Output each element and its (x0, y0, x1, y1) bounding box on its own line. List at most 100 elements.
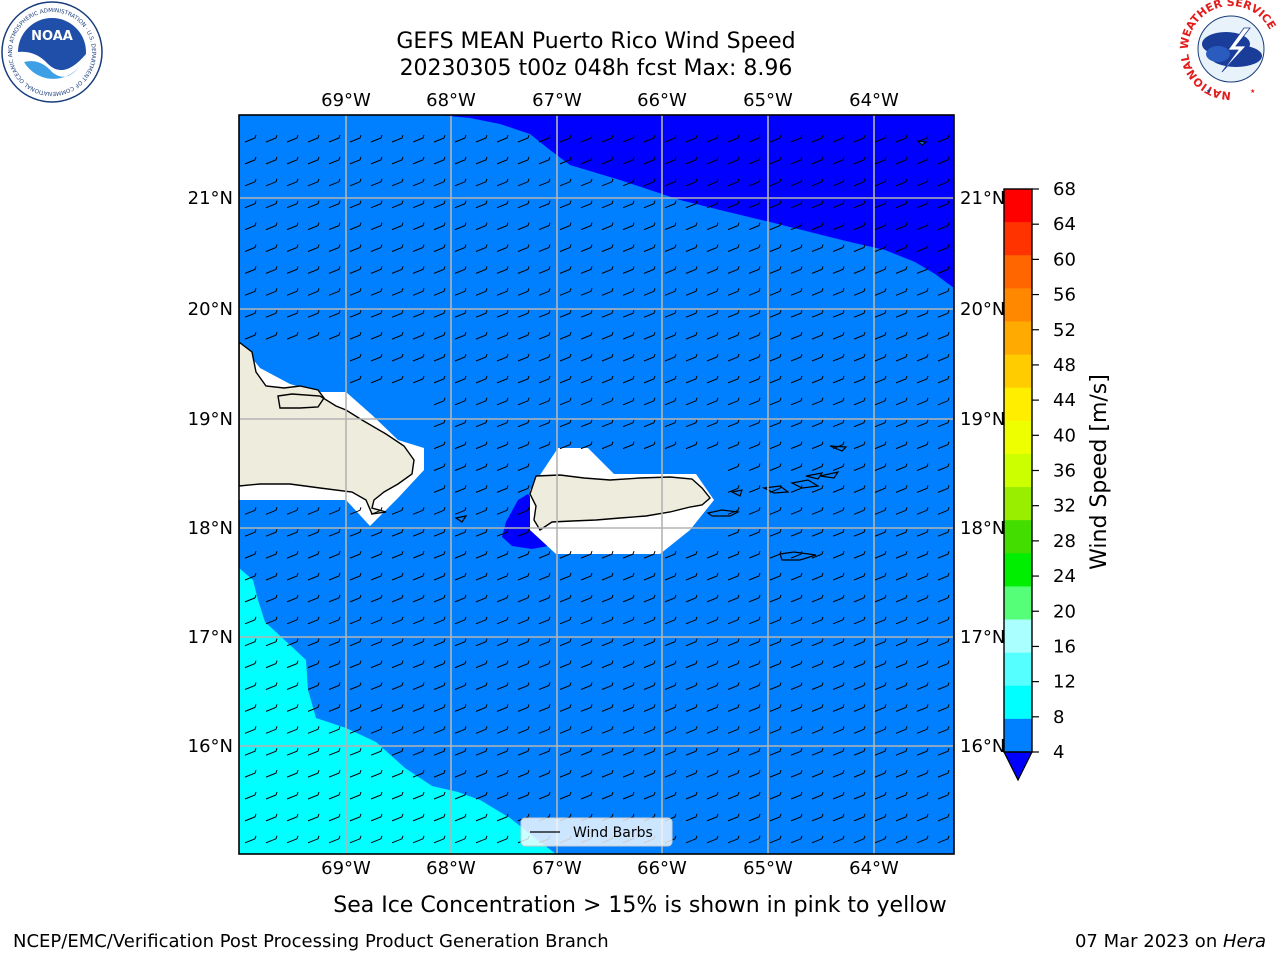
wind-barb (559, 572, 572, 581)
wind-barb (811, 353, 824, 362)
wind-barb (937, 748, 950, 756)
wind-barb (790, 200, 803, 209)
wind-barb (664, 375, 677, 384)
wind-barb (412, 244, 425, 252)
wind-barb (790, 134, 803, 143)
wind-barb (370, 769, 383, 778)
sea-ice-caption: Sea Ice Concentration > 15% is shown in … (333, 893, 947, 918)
footer-date-text: 07 Mar 2023 on (1074, 931, 1223, 952)
colorbar-tick-label: 12 (1053, 672, 1076, 693)
wind-barb (790, 244, 803, 252)
wind-barb (559, 419, 572, 428)
wind-barb (244, 331, 257, 340)
wind-barb (874, 266, 887, 274)
wind-barb (517, 638, 530, 647)
wind-barb (580, 726, 593, 734)
wind-barb (811, 769, 824, 778)
wind-barb (475, 660, 488, 669)
wind-barb (370, 375, 383, 384)
wind-barb (937, 638, 950, 647)
wind-barb (580, 769, 593, 778)
lon-label-65w-top: 65°W (743, 90, 793, 111)
wind-barb (790, 353, 803, 362)
wind-barb (727, 638, 740, 647)
wind-barb (643, 550, 656, 559)
wind-barb (874, 507, 887, 515)
wind-barb (622, 660, 635, 669)
wind-barb (937, 353, 950, 362)
wind-barb (454, 813, 467, 822)
wind-barb (874, 529, 887, 537)
wind-barb (727, 682, 740, 690)
lon-label-66w-top: 66°W (637, 90, 687, 111)
wind-barb (244, 769, 257, 778)
wind-barb (559, 682, 572, 690)
wind-barb (559, 266, 572, 274)
wind-barb (727, 419, 740, 428)
wind-barb (832, 200, 845, 209)
wind-barb (433, 616, 446, 625)
wind-barb (433, 485, 446, 493)
wind-barb (454, 748, 467, 756)
wind-barb (349, 594, 362, 603)
wind-barb (664, 419, 677, 428)
wind-barb (706, 156, 719, 165)
wind-barb (538, 550, 551, 559)
wind-barb (853, 134, 866, 143)
wind-barb (328, 835, 341, 844)
wind-barb (769, 748, 782, 756)
wind-barb (643, 200, 656, 209)
wind-barb (328, 310, 341, 318)
wind-barb (244, 507, 257, 515)
wind-barb (853, 616, 866, 625)
wind-barb (580, 244, 593, 252)
wind-barb (706, 748, 719, 756)
wind-barb (454, 835, 467, 844)
colorbar-segment (1004, 354, 1032, 389)
wind-barb (853, 769, 866, 778)
wind-barb (433, 134, 446, 143)
wind-barb (391, 682, 404, 690)
wind-barb (748, 375, 761, 384)
wind-barb (559, 550, 572, 559)
wind-barb (706, 660, 719, 669)
wind-barb (706, 616, 719, 625)
wind-barb (811, 419, 824, 428)
wind-barb (538, 178, 551, 187)
wind-barb (286, 266, 299, 274)
wind-barb (244, 660, 257, 669)
wind-barb (307, 529, 320, 537)
wind-barb (370, 200, 383, 209)
wind-barb (601, 244, 614, 252)
wind-barb (853, 441, 866, 450)
wind-barb (643, 748, 656, 756)
wind-barb (895, 813, 908, 822)
wind-barb (475, 616, 488, 625)
wind-barb (832, 441, 845, 450)
wind-barb (832, 550, 845, 559)
wind-barb (349, 726, 362, 734)
wind-barb (748, 572, 761, 581)
wind-barb (370, 726, 383, 734)
wind-barb (496, 638, 509, 647)
wind-barb (811, 529, 824, 537)
wind-barb (790, 791, 803, 800)
wind-barb (748, 835, 761, 844)
wind-barb (265, 638, 278, 647)
wind-barb (790, 748, 803, 756)
wind-barb (454, 266, 467, 274)
wind-barb (454, 769, 467, 778)
colorbar-segments (1004, 189, 1032, 753)
wind-barb (328, 572, 341, 581)
wind-barb (286, 682, 299, 690)
wind-barb (475, 156, 488, 165)
wind-barb (286, 550, 299, 559)
wind-barb (895, 660, 908, 669)
wind-barb (748, 791, 761, 800)
wind-barb (496, 200, 509, 209)
wind-barb (769, 485, 782, 493)
wind-barb (916, 791, 929, 800)
wind-barb (370, 835, 383, 844)
wind-barb (349, 507, 362, 515)
wind-barb (790, 266, 803, 274)
